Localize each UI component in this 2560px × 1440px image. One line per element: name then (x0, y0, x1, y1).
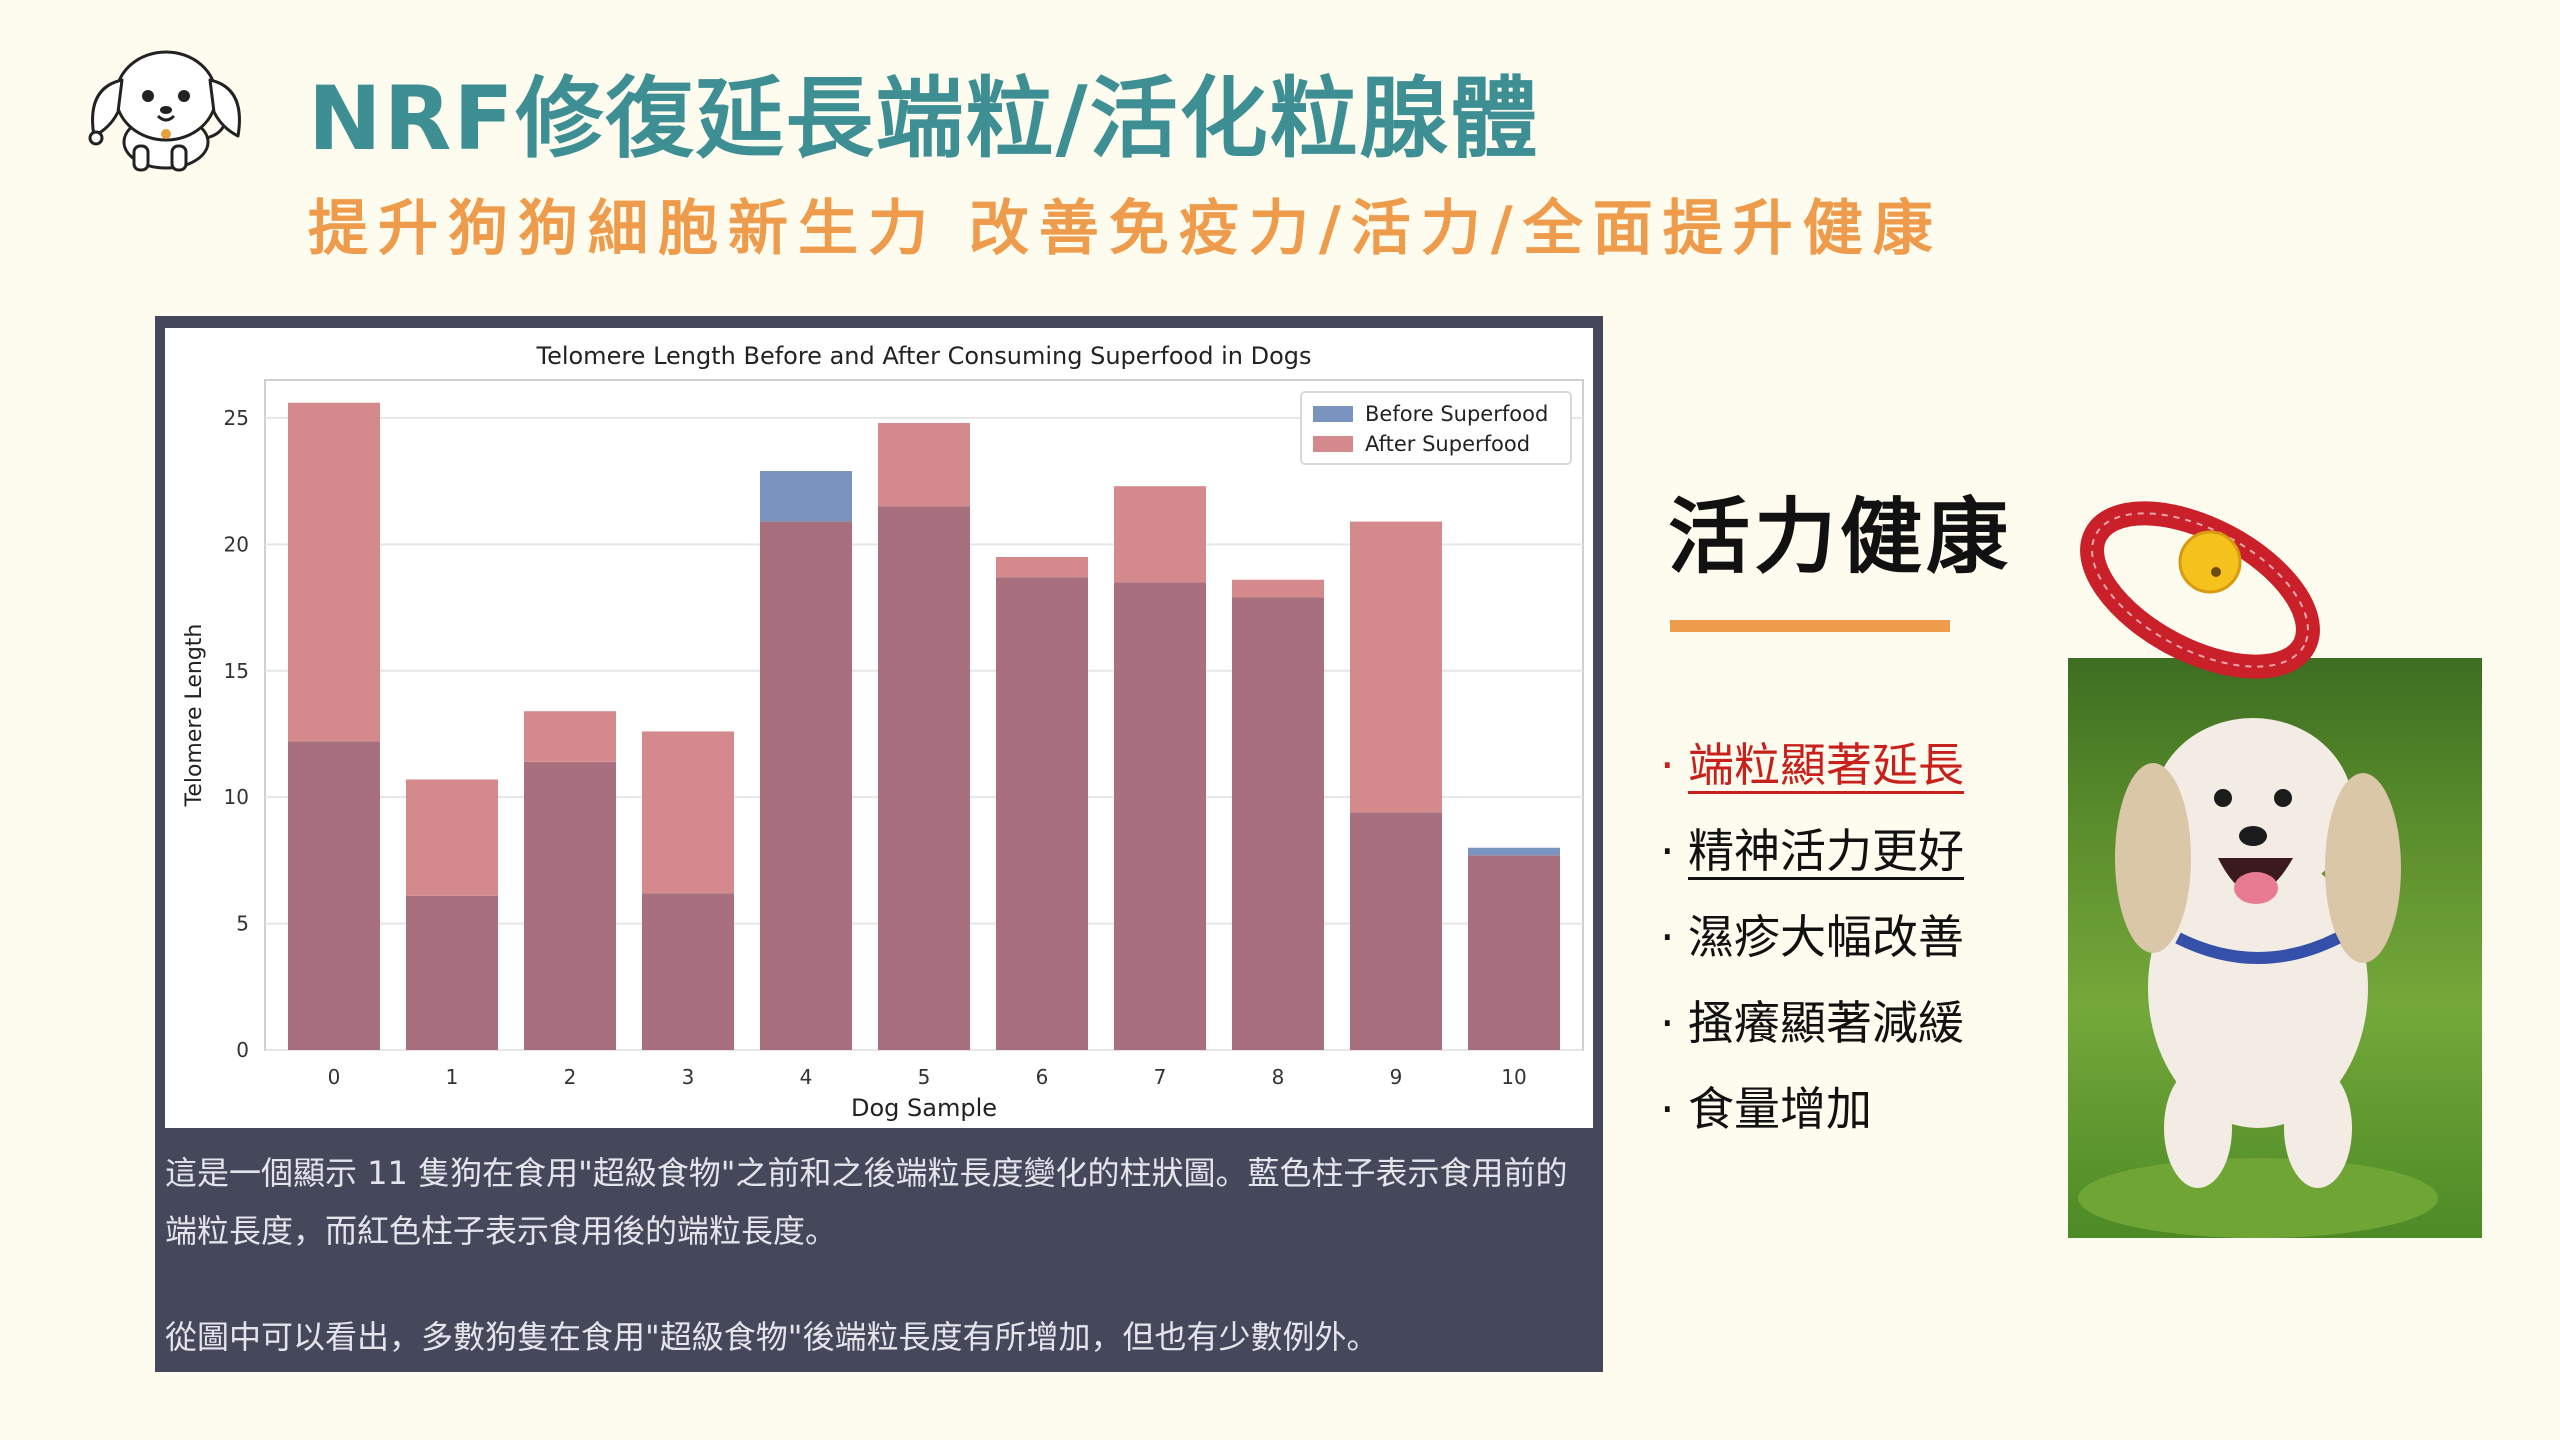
x-tick-label: 1 (446, 1065, 459, 1089)
legend-swatch (1313, 436, 1353, 452)
bar-after (523, 711, 617, 762)
bar-after (641, 731, 735, 894)
bar-after (877, 422, 971, 507)
bar-chart: 0 5 10 15 20 25 0 1 2 3 4 5 6 7 8 9 10 Telomere Length Be… (165, 328, 1593, 1128)
running-dog-photo (2068, 658, 2482, 1238)
caption-line-2: 從圖中可以看出，多數狗隻在食用"超級食物"後端粒長度有所增加，但也有少數例外。 (165, 1318, 1379, 1356)
bar-overlap (1467, 855, 1561, 1050)
side-heading: 活力健康 (1668, 490, 2013, 585)
legend-label: Before Superfood (1365, 402, 1548, 426)
y-tick-label: 15 (224, 659, 249, 683)
bar-before (1467, 847, 1561, 856)
bar-overlap (877, 506, 971, 1050)
bar-overlap (523, 761, 617, 1050)
bar-overlap (287, 741, 381, 1050)
y-tick-label: 25 (224, 406, 249, 430)
bar-after (1113, 486, 1207, 583)
x-tick-label: 5 (918, 1065, 931, 1089)
list-item: · 端粒顯著延長 (1660, 738, 1964, 792)
x-tick-label: 9 (1390, 1065, 1403, 1089)
chart-panel: 0 5 10 15 20 25 0 1 2 3 4 5 6 7 8 9 10 Telomere Length Be… (155, 316, 1603, 1372)
x-tick-label: 10 (1501, 1065, 1526, 1089)
x-tick-label: 0 (328, 1065, 341, 1089)
chart-title: Telomere Length Before and After Consumi… (535, 342, 1311, 370)
page-title: NRF修復延長端粒/活化粒腺體 (308, 67, 1540, 170)
y-tick-label: 10 (224, 785, 249, 809)
list-item: · 食量增加 (1660, 1082, 1872, 1136)
y-tick-label: 5 (236, 912, 249, 936)
legend-box (1300, 391, 1572, 465)
x-axis-label: Dog Sample (851, 1094, 997, 1122)
x-tick-label: 7 (1154, 1065, 1167, 1089)
bar-after (1231, 579, 1325, 598)
legend-label: After Superfood (1365, 432, 1530, 456)
bar-overlap (1349, 812, 1443, 1050)
x-tick-label: 4 (800, 1065, 813, 1089)
bar-overlap (759, 521, 853, 1050)
collar-icon (2080, 501, 2320, 679)
x-tick-label: 6 (1036, 1065, 1049, 1089)
list-item: · 搔癢顯著減緩 (1660, 996, 1964, 1050)
bar-overlap (1231, 597, 1325, 1050)
x-tick-label: 8 (1272, 1065, 1285, 1089)
x-tick-label: 3 (682, 1065, 695, 1089)
bar-after (995, 556, 1089, 578)
bar-after (287, 402, 381, 742)
y-axis-label: Telomere Length (182, 624, 207, 808)
caption-line-1: 這是一個顯示 11 隻狗在食用"超級食物"之前和之後端粒長度變化的柱狀圖。藍色柱… (165, 1154, 1568, 1250)
bar-before (759, 471, 853, 522)
bar-overlap (1113, 582, 1207, 1050)
bar-overlap (995, 577, 1089, 1050)
heading-underline (1670, 620, 1950, 632)
bar-after (1349, 521, 1443, 813)
chart-caption: 這是一個顯示 11 隻狗在食用"超級食物"之前和之後端粒長度變化的柱狀圖。藍色柱… (165, 1144, 1585, 1366)
list-item: · 精神活力更好 (1660, 824, 1964, 878)
bar-overlap (405, 895, 499, 1050)
bar-after (405, 779, 499, 896)
y-tick-label: 20 (224, 532, 249, 556)
cartoon-dog-icon (88, 50, 241, 172)
legend-swatch (1313, 406, 1353, 422)
list-item: · 濕疹大幅改善 (1660, 910, 1964, 964)
page-subtitle: 提升狗狗細胞新生力 改善免疫力/活力/全面提升健康 (308, 194, 1943, 264)
bar-overlap (641, 893, 735, 1050)
x-tick-label: 2 (564, 1065, 577, 1089)
y-tick-label: 0 (236, 1038, 249, 1062)
benefit-list: · 端粒顯著延長 · 精神活力更好 · 濕疹大幅改善 · 搔癢顯著減緩 · 食量增加 (1660, 730, 1964, 1160)
